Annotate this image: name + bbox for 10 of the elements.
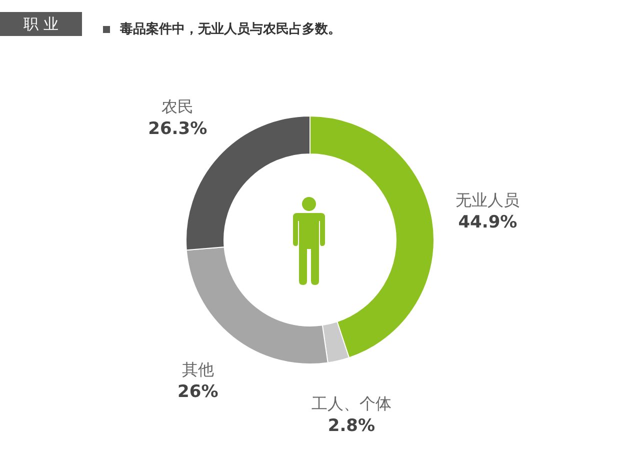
data-label: 26.3% <box>148 119 208 140</box>
slice-label: 无业人员 <box>456 190 520 210</box>
slice-label: 工人、个体 <box>311 394 392 414</box>
data-label: 44.9% <box>458 212 518 232</box>
data-label: 2.8% <box>328 416 376 436</box>
chart-subtitle: 毒品案件中，无业人员与农民占多数。 <box>120 20 341 38</box>
slice-label: 农民 <box>162 97 194 116</box>
chart-title: 职 业 <box>0 12 82 36</box>
data-label: 26% <box>178 382 218 402</box>
slice-label: 其他 <box>182 360 214 379</box>
